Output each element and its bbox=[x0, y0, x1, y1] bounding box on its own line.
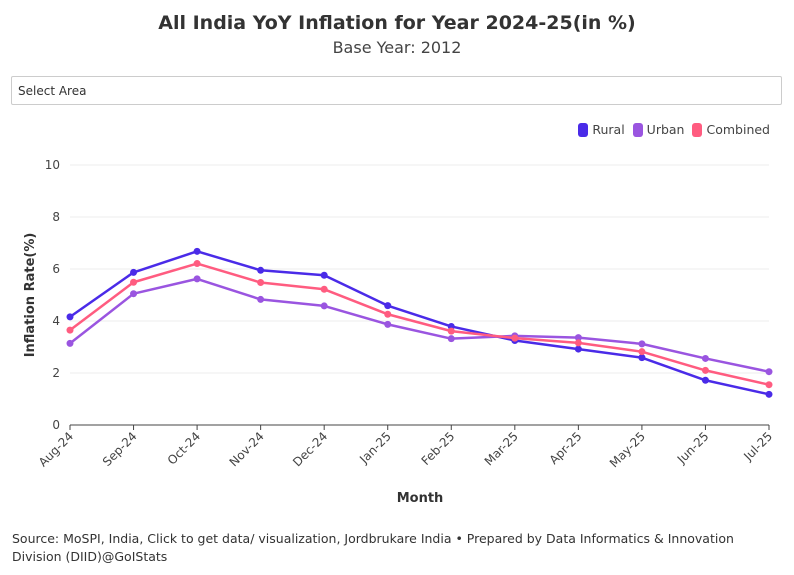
combined-data-point bbox=[320, 285, 328, 293]
y-tick-label: 8 bbox=[52, 210, 60, 224]
legend: Rural Urban Combined bbox=[578, 122, 770, 137]
rural-data-point bbox=[320, 271, 328, 279]
legend-item-urban[interactable]: Urban bbox=[632, 122, 685, 137]
legend-item-combined[interactable]: Combined bbox=[692, 122, 770, 137]
rural-series-line bbox=[69, 250, 770, 396]
y-tick-label: 0 bbox=[52, 418, 60, 432]
rural-data-point bbox=[765, 390, 773, 398]
combined-data-point bbox=[638, 348, 646, 356]
y-tick-label: 4 bbox=[52, 314, 60, 328]
x-tick-label: Oct-24 bbox=[165, 429, 203, 467]
y-tick-label: 10 bbox=[45, 158, 60, 172]
combined-data-point bbox=[511, 334, 519, 342]
urban-data-point bbox=[701, 354, 709, 362]
legend-label: Combined bbox=[706, 122, 770, 137]
urban-data-point bbox=[66, 339, 74, 347]
x-tick-label: Jan-25 bbox=[356, 429, 394, 467]
combined-data-point bbox=[447, 327, 455, 335]
combined-series-line bbox=[69, 262, 770, 386]
legend-item-rural[interactable]: Rural bbox=[578, 122, 625, 137]
rural-data-point bbox=[701, 376, 709, 384]
x-tick-label: Mar-25 bbox=[482, 429, 521, 468]
combined-data-point bbox=[130, 278, 138, 286]
combined-data-point bbox=[574, 339, 582, 347]
rural-data-point bbox=[257, 266, 265, 274]
urban-data-point bbox=[384, 320, 392, 328]
line-chart: 0 2 4 6 8 10 Aug-24 Sep-24 Oct-24 Nov-24 Dec-24 Jan… bbox=[23, 158, 775, 506]
urban-data-point bbox=[257, 295, 265, 303]
legend-swatch bbox=[578, 122, 589, 137]
rural-data-point bbox=[66, 313, 74, 321]
y-tick-label: 2 bbox=[52, 366, 60, 380]
urban-data-point bbox=[130, 290, 138, 298]
urban-data-point bbox=[320, 302, 328, 310]
x-tick-label: Jul-25 bbox=[740, 429, 775, 464]
combined-data-point bbox=[66, 326, 74, 334]
chart-title: All India YoY Inflation for Year 2024-25… bbox=[158, 12, 636, 34]
rural-data-point bbox=[384, 302, 392, 310]
legend-label: Urban bbox=[646, 122, 685, 137]
urban-data-point bbox=[765, 368, 773, 376]
x-tick-label: May-25 bbox=[607, 429, 648, 470]
legend-label: Rural bbox=[592, 122, 625, 137]
source-note[interactable]: Source: MoSPI, India, Click to get data/… bbox=[12, 531, 734, 564]
combined-data-point bbox=[193, 260, 201, 268]
urban-data-point bbox=[574, 334, 582, 342]
x-tick-label: Jun-25 bbox=[674, 429, 712, 467]
combined-data-point bbox=[384, 310, 392, 318]
urban-data-point bbox=[638, 340, 646, 348]
x-tick-label: Nov-24 bbox=[227, 429, 267, 469]
x-axis-title: Month bbox=[397, 491, 444, 506]
legend-swatch bbox=[692, 122, 703, 137]
combined-data-point bbox=[701, 366, 709, 374]
y-axis-title: Inflation Rate(%) bbox=[23, 233, 38, 358]
x-tick-label: Aug-24 bbox=[36, 429, 76, 469]
rural-data-point bbox=[193, 247, 201, 255]
x-tick-label: Sep-24 bbox=[100, 429, 140, 469]
urban-series-line bbox=[69, 277, 770, 373]
x-tick-label: Apr-25 bbox=[547, 429, 585, 467]
urban-data-point bbox=[193, 275, 201, 283]
x-tick-label: Feb-25 bbox=[419, 429, 458, 468]
legend-swatch bbox=[632, 122, 643, 137]
rural-data-point bbox=[574, 345, 582, 353]
y-tick-label: 6 bbox=[52, 262, 60, 276]
combined-data-point bbox=[257, 279, 265, 287]
rural-data-point bbox=[130, 268, 138, 276]
x-tick-label: Dec-24 bbox=[290, 429, 330, 469]
combined-data-point bbox=[765, 381, 773, 389]
select-area-dropdown[interactable]: Select Area bbox=[11, 76, 782, 105]
chart-subtitle: Base Year: 2012 bbox=[332, 38, 462, 57]
urban-data-point bbox=[447, 335, 455, 343]
rural-data-point bbox=[638, 354, 646, 362]
